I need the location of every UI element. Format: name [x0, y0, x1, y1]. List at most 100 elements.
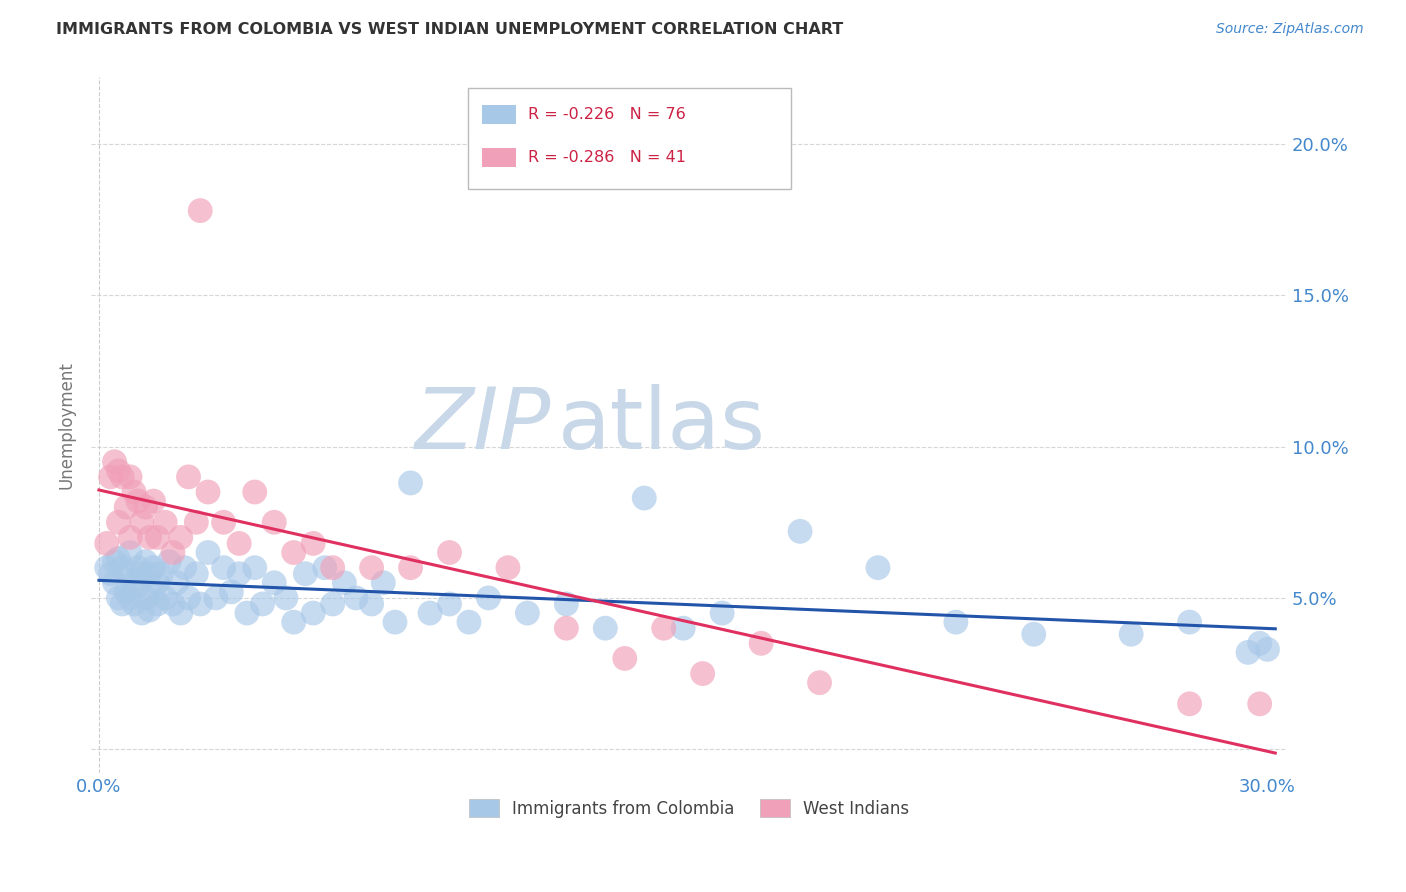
Point — [131, 566, 153, 581]
Point — [188, 203, 211, 218]
Point — [613, 651, 636, 665]
Point — [111, 597, 134, 611]
Point — [146, 530, 169, 544]
Point — [477, 591, 499, 605]
Point — [131, 516, 153, 530]
Point — [170, 530, 193, 544]
Point — [439, 597, 461, 611]
Text: R = -0.226   N = 76: R = -0.226 N = 76 — [527, 107, 685, 122]
Point — [135, 500, 157, 515]
Point — [672, 621, 695, 635]
Point — [516, 606, 538, 620]
Point — [120, 470, 142, 484]
Point — [302, 606, 325, 620]
Point — [294, 566, 316, 581]
Point — [107, 464, 129, 478]
Point — [419, 606, 441, 620]
Point — [115, 585, 138, 599]
Point — [333, 575, 356, 590]
Point — [243, 485, 266, 500]
Point — [633, 491, 655, 505]
Point — [115, 566, 138, 581]
Point — [122, 575, 145, 590]
Point — [399, 560, 422, 574]
Point — [263, 575, 285, 590]
Point — [555, 597, 578, 611]
Point — [122, 485, 145, 500]
Point — [458, 615, 481, 629]
Point — [212, 560, 235, 574]
Point — [314, 560, 336, 574]
Point — [283, 545, 305, 559]
Text: atlas: atlas — [558, 384, 765, 467]
Point — [115, 500, 138, 515]
Point — [157, 555, 180, 569]
Point — [252, 597, 274, 611]
Point — [122, 597, 145, 611]
Point — [1256, 642, 1278, 657]
Point — [150, 566, 173, 581]
Point — [111, 560, 134, 574]
FancyBboxPatch shape — [482, 148, 516, 167]
FancyBboxPatch shape — [482, 104, 516, 124]
Point — [173, 560, 195, 574]
Point — [221, 585, 243, 599]
Point — [103, 575, 125, 590]
Point — [1178, 697, 1201, 711]
Point — [274, 591, 297, 605]
Point — [107, 591, 129, 605]
Point — [808, 675, 831, 690]
Point — [153, 516, 176, 530]
Point — [100, 470, 122, 484]
Point — [170, 606, 193, 620]
Point — [344, 591, 367, 605]
Point — [166, 575, 188, 590]
Point — [120, 530, 142, 544]
Point — [100, 566, 122, 581]
Point — [127, 494, 149, 508]
Point — [120, 591, 142, 605]
Point — [107, 516, 129, 530]
Point — [236, 606, 259, 620]
Text: R = -0.286   N = 41: R = -0.286 N = 41 — [527, 150, 686, 165]
Text: ZIP: ZIP — [415, 384, 551, 467]
Point — [131, 606, 153, 620]
Point — [228, 566, 250, 581]
Point — [263, 516, 285, 530]
Point — [399, 475, 422, 490]
Point — [692, 666, 714, 681]
Point — [496, 560, 519, 574]
Point — [197, 545, 219, 559]
Point — [103, 555, 125, 569]
Point — [652, 621, 675, 635]
Point — [322, 560, 344, 574]
Point — [789, 524, 811, 539]
Point — [197, 485, 219, 500]
Y-axis label: Unemployment: Unemployment — [58, 361, 75, 490]
Point — [96, 536, 118, 550]
Point — [142, 585, 165, 599]
Point — [188, 597, 211, 611]
Point — [107, 551, 129, 566]
Point — [1237, 645, 1260, 659]
FancyBboxPatch shape — [468, 88, 790, 189]
Point — [111, 470, 134, 484]
Point — [135, 591, 157, 605]
Point — [138, 530, 160, 544]
Point — [1121, 627, 1143, 641]
Point — [283, 615, 305, 629]
Point — [439, 545, 461, 559]
Point — [866, 560, 889, 574]
Point — [103, 455, 125, 469]
Point — [360, 560, 382, 574]
Point — [711, 606, 734, 620]
Point — [135, 555, 157, 569]
Point — [146, 575, 169, 590]
Point — [127, 560, 149, 574]
Point — [749, 636, 772, 650]
Point — [138, 566, 160, 581]
Point — [204, 591, 226, 605]
Point — [177, 470, 200, 484]
Text: Source: ZipAtlas.com: Source: ZipAtlas.com — [1216, 22, 1364, 37]
Point — [186, 516, 208, 530]
